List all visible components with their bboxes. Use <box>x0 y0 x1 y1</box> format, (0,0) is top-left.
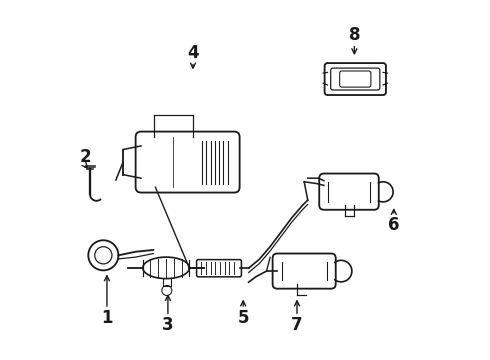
Text: 7: 7 <box>291 316 303 334</box>
Text: 1: 1 <box>101 309 113 327</box>
Text: 6: 6 <box>388 216 399 234</box>
Text: 4: 4 <box>187 44 199 62</box>
Text: 5: 5 <box>238 309 249 327</box>
Text: 8: 8 <box>348 26 360 44</box>
Text: 2: 2 <box>79 148 91 166</box>
Text: 3: 3 <box>162 316 174 334</box>
